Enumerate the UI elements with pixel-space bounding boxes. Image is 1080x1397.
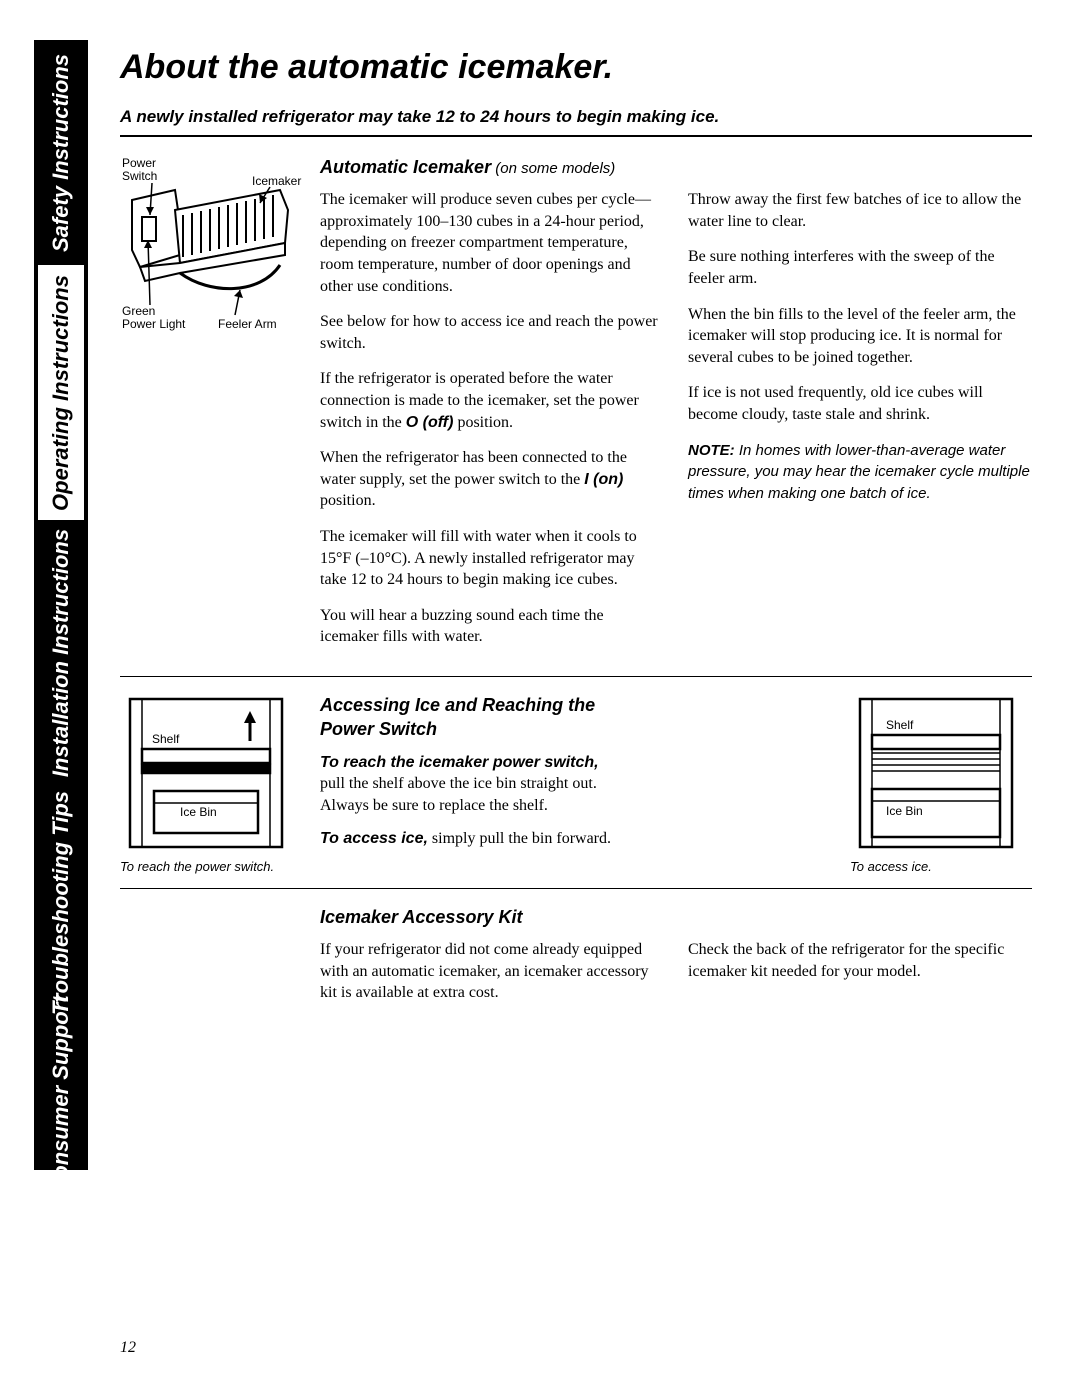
para: If the refrigerator is operated before t…	[320, 368, 664, 433]
section1-col-right: . Throw away the first few batches of ic…	[688, 155, 1032, 662]
para: Be sure nothing interferes with the swee…	[688, 246, 1032, 289]
section1-columns: Automatic Icemaker (on some models) The …	[320, 155, 1032, 662]
rule-mid2	[120, 888, 1032, 889]
label-shelf-2: Shelf	[886, 718, 914, 732]
para: The icemaker will fill with water when i…	[320, 526, 664, 591]
content-area: About the automatic icemaker. A newly in…	[120, 48, 1032, 1018]
para: To access ice, simply pull the bin forwa…	[320, 828, 620, 850]
section1-heading-text: Automatic Icemaker	[320, 157, 491, 177]
sidebar-tab-label: Operating Instructions	[48, 275, 74, 511]
spacer	[120, 905, 302, 1018]
section3-heading: Icemaker Accessory Kit	[320, 905, 664, 929]
section3-col-left: Icemaker Accessory Kit If your refrigera…	[320, 905, 664, 1018]
section2-text: Accessing Ice and Reaching the Power Swi…	[320, 693, 620, 874]
para: Throw away the first few batches of ice …	[688, 189, 1032, 232]
sidebar-tab[interactable]: Installation Instructions	[34, 520, 88, 785]
section1-heading-note: (on some models)	[491, 160, 615, 177]
para: To reach the icemaker power switch, pull…	[320, 752, 620, 817]
section-accessing-ice: Shelf Ice Bin To reach the power switch.…	[120, 693, 1032, 874]
page-number: 12	[120, 1339, 136, 1357]
label-green-light: Green	[122, 304, 155, 318]
access-ice-svg: Shelf Ice Bin	[850, 693, 1032, 853]
para: If ice is not used frequently, old ice c…	[688, 382, 1032, 425]
label-feeler-arm: Feeler Arm	[218, 317, 277, 331]
caption-access-ice: To access ice.	[850, 859, 1032, 874]
sidebar-tab-label: Safety Instructions	[48, 53, 74, 251]
label-icemaker: Icemaker	[252, 174, 301, 188]
sidebar-tab-label: Installation Instructions	[48, 528, 74, 776]
diagram-icemaker: Power Switch Icemaker Green Power Light …	[120, 155, 302, 662]
para: If your refrigerator did not come alread…	[320, 939, 664, 1004]
para: You will hear a buzzing sound each time …	[320, 605, 664, 648]
svg-text:Switch: Switch	[122, 169, 157, 183]
section3-col-right: . Check the back of the refrigerator for…	[688, 905, 1032, 1018]
section2-heading: Accessing Ice and Reaching the Power Swi…	[320, 693, 620, 742]
caption-reach-switch: To reach the power switch.	[120, 859, 302, 874]
section1-heading: Automatic Icemaker (on some models)	[320, 155, 664, 179]
rule-top	[120, 135, 1032, 137]
diagram-access-ice: Shelf Ice Bin To access ice.	[850, 693, 1032, 874]
page-title: About the automatic icemaker.	[120, 48, 1032, 87]
rule-mid1	[120, 676, 1032, 677]
sidebar-tab-label: Consumer Support	[48, 995, 74, 1194]
para: Check the back of the refrigerator for t…	[688, 939, 1032, 982]
label-shelf: Shelf	[152, 732, 180, 746]
icemaker-svg: Power Switch Icemaker Green Power Light …	[120, 155, 302, 350]
sidebar-tab[interactable]: Troubleshooting Tips	[34, 785, 88, 1020]
diagram-reach-switch: Shelf Ice Bin To reach the power switch.	[120, 693, 302, 874]
sidebar-tabs: Safety Instructions Operating Instruction…	[34, 40, 88, 1170]
section1-col-left: Automatic Icemaker (on some models) The …	[320, 155, 664, 662]
para: The icemaker will produce seven cubes pe…	[320, 189, 664, 297]
sidebar-tab-label: Troubleshooting Tips	[48, 790, 74, 1014]
label-power-switch: Power	[122, 156, 156, 170]
section-automatic-icemaker: Power Switch Icemaker Green Power Light …	[120, 155, 1032, 662]
sidebar-tab[interactable]: Operating Instructions	[34, 265, 88, 520]
section-accessory-kit: Icemaker Accessory Kit If your refrigera…	[120, 905, 1032, 1018]
intro-note: A newly installed refrigerator may take …	[120, 107, 1032, 127]
section3-columns: Icemaker Accessory Kit If your refrigera…	[320, 905, 1032, 1018]
reach-switch-svg: Shelf Ice Bin	[120, 693, 302, 853]
para: See below for how to access ice and reac…	[320, 311, 664, 354]
svg-text:Power Light: Power Light	[122, 317, 186, 331]
para: When the refrigerator has been connected…	[320, 447, 664, 512]
page: Safety Instructions Operating Instruction…	[0, 0, 1080, 1397]
label-ice-bin: Ice Bin	[180, 805, 217, 819]
note: NOTE: In homes with lower-than-average w…	[688, 440, 1032, 505]
para: When the bin fills to the level of the f…	[688, 304, 1032, 369]
sidebar-tab[interactable]: Safety Instructions	[34, 40, 88, 265]
label-ice-bin-2: Ice Bin	[886, 804, 923, 818]
sidebar-tab[interactable]: Consumer Support	[34, 1020, 88, 1170]
